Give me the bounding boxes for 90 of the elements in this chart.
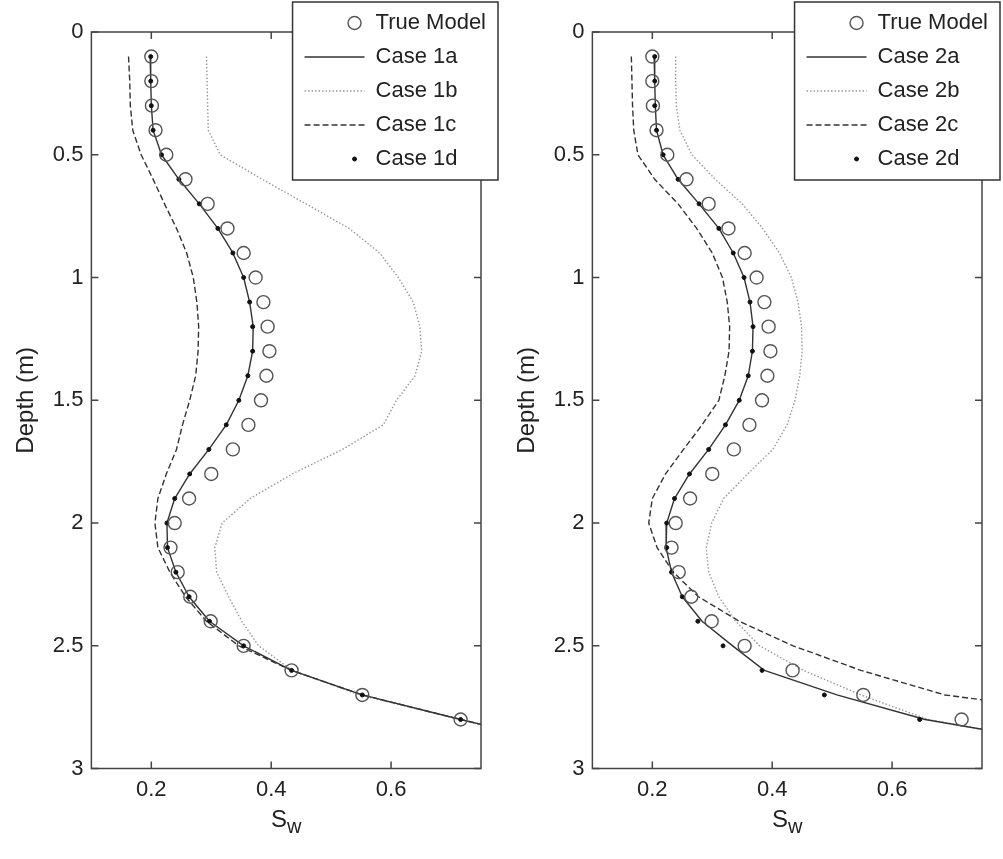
point [178, 172, 193, 187]
y-tick-label: 2 [572, 509, 585, 535]
legend-label: True Model [375, 9, 486, 35]
point [705, 466, 720, 482]
point [204, 466, 219, 482]
point [726, 442, 742, 457]
point [144, 73, 159, 89]
point [761, 319, 776, 334]
legend-label: Case 1a [375, 43, 459, 69]
x-axis-title: S$_{w}$ [270, 804, 302, 838]
point [749, 270, 764, 285]
point [660, 147, 675, 162]
y-tick-label: 1 [572, 263, 585, 289]
point [785, 663, 800, 678]
point [200, 196, 215, 212]
y-tick-label: 2.5 [52, 631, 84, 657]
point [284, 663, 299, 678]
point [170, 564, 185, 580]
point [259, 368, 274, 383]
point [248, 270, 263, 285]
point [649, 123, 664, 138]
point [737, 245, 752, 261]
point [220, 221, 235, 236]
point [167, 515, 182, 531]
point [671, 564, 686, 580]
legend-label: Case 2b [877, 77, 960, 103]
y-tick-label: 0.5 [52, 140, 84, 166]
point [453, 712, 468, 727]
legend-label: Case 2c [877, 111, 959, 137]
x-tick-label: 0.2 [637, 775, 668, 801]
point [262, 343, 277, 359]
point [754, 393, 770, 408]
x-tick-label: 0.4 [255, 775, 287, 801]
point [203, 614, 218, 629]
point [148, 123, 163, 138]
y-tick-label: 1.5 [553, 386, 585, 412]
point [721, 221, 736, 236]
point [144, 98, 160, 113]
point [225, 442, 241, 457]
point [684, 589, 699, 604]
point [645, 98, 661, 113]
y-tick-label: 3 [71, 754, 84, 780]
point [260, 319, 275, 334]
point [241, 417, 256, 433]
point [757, 294, 772, 310]
legend-label: Case 1b [375, 77, 458, 103]
legend-label: Case 2d [877, 145, 960, 171]
legend-label: Case 1c [375, 111, 457, 137]
y-axis-title: Depth (m) [512, 346, 540, 454]
y-tick-label: 0 [71, 18, 84, 44]
legend-label: True Model [877, 9, 988, 35]
point [181, 491, 197, 506]
point [183, 589, 198, 604]
point [256, 294, 271, 310]
x-tick-label: 0.6 [876, 775, 908, 801]
legend-label: Case 2a [877, 43, 961, 69]
point [236, 245, 251, 261]
x-tick-label: 0.2 [136, 775, 167, 801]
point [664, 540, 679, 555]
point [742, 417, 757, 433]
point [679, 172, 694, 187]
point [737, 638, 752, 654]
point [159, 147, 174, 162]
point [856, 687, 871, 703]
point [763, 343, 778, 359]
point [701, 196, 716, 212]
legend-label: Case 1d [375, 145, 458, 171]
point [645, 49, 660, 64]
y-tick-label: 0.5 [553, 140, 585, 166]
point [760, 368, 775, 383]
y-tick-label: 3 [572, 754, 585, 780]
x-tick-label: 0.4 [756, 775, 788, 801]
point [163, 540, 178, 555]
y-tick-label: 0 [572, 18, 585, 44]
point [645, 73, 660, 89]
point [236, 638, 251, 654]
point [668, 515, 683, 531]
y-tick-label: 1 [71, 263, 84, 289]
x-axis-title: S$_{w}$ [771, 804, 803, 838]
point [144, 49, 159, 64]
y-axis-title: Depth (m) [11, 346, 39, 454]
y-tick-label: 2 [71, 509, 84, 535]
point [682, 491, 698, 506]
y-tick-label: 2.5 [553, 631, 585, 657]
point [704, 614, 719, 629]
x-tick-label: 0.6 [375, 775, 407, 801]
point [355, 687, 370, 703]
point [954, 712, 969, 727]
y-tick-label: 1.5 [52, 386, 84, 412]
point [253, 393, 269, 408]
